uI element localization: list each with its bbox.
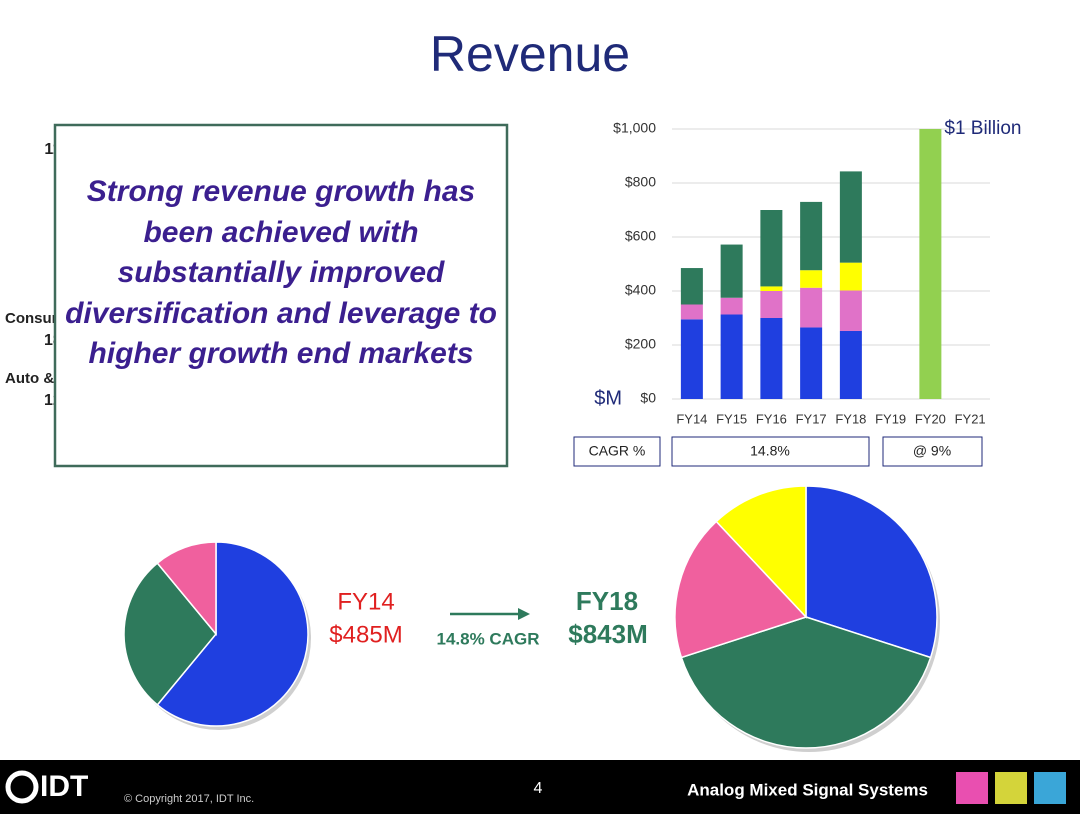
statement: Strong revenue growth has been achieved … [65, 175, 497, 370]
pie-label: 28% [0, 60, 120, 120]
pie-slice [674, 520, 808, 659]
icon [995, 772, 1027, 804]
bar-segment [800, 287, 823, 328]
bar-segment [919, 129, 942, 399]
annotation: $1 Billion [944, 118, 1021, 139]
bar-segment [839, 290, 862, 331]
icon [1034, 772, 1066, 804]
pie-label: 61% [0, 0, 120, 60]
bar-segment [800, 327, 823, 399]
statement-box [53, 123, 509, 468]
x-tick-label: FY15 [716, 411, 747, 426]
x-tick-label: FY14 [676, 411, 707, 426]
arrow-head [518, 608, 530, 620]
bar-segment [680, 319, 703, 399]
page-number: 4 [534, 780, 543, 797]
bar-segment [760, 210, 783, 287]
cagr-box [573, 436, 661, 467]
pie-slice [156, 541, 309, 727]
x-tick-label: FY17 [796, 411, 827, 426]
y-tick-label: $1,000 [613, 120, 656, 136]
pie-slice [715, 485, 807, 619]
footer-band [0, 760, 1080, 814]
bar-segment [839, 262, 862, 291]
bar-segment [760, 286, 783, 291]
icon [956, 772, 988, 804]
fy14-revenue: $485M [329, 621, 402, 648]
cagr-value: @ 9% [913, 443, 951, 459]
y-tick-label: $600 [625, 228, 656, 244]
cagr-label: CAGR % [589, 443, 646, 459]
bar-segment [839, 171, 862, 263]
bar-segment [680, 304, 703, 320]
fy14-label: FY14 [337, 588, 394, 615]
bar-segment [760, 291, 783, 318]
cagr-value: 14.8% [750, 443, 790, 459]
pie-slice [805, 485, 938, 659]
pie-slice [123, 562, 217, 706]
bar-segment [800, 201, 823, 271]
slice-value: 28% [43, 81, 77, 98]
cagr-box [882, 436, 983, 467]
x-tick-label: FY18 [835, 411, 866, 426]
cagr-box [671, 436, 870, 467]
logo: IDT [40, 770, 88, 803]
bar-segment [720, 297, 743, 315]
bar-segment [839, 330, 862, 399]
bar-segment [720, 244, 743, 298]
y-tick-label: $0 [640, 390, 656, 406]
bar-segment [800, 270, 823, 288]
x-tick-label: FY20 [915, 411, 946, 426]
x-tick-label: FY16 [756, 411, 787, 426]
growth-label: 14.8% CAGR [437, 629, 540, 648]
bar-segment [760, 318, 783, 399]
bar-segment [720, 314, 743, 399]
y-tick-label: $800 [625, 174, 656, 190]
logo-mark [5, 770, 39, 804]
pie-slice [680, 616, 932, 749]
x-tick-label: FY19 [875, 411, 906, 426]
x-tick-label: FY21 [955, 411, 986, 426]
y-tick-label: $200 [625, 336, 656, 352]
y-tick-label: $400 [625, 282, 656, 298]
slice-value: 61% [43, 21, 77, 38]
pie-slice [156, 541, 217, 637]
division: Analog Mixed Signal Systems [687, 780, 928, 799]
y-axis-label: $M [594, 387, 622, 409]
fy18-label: FY18 [576, 586, 638, 616]
slide-title: Revenue [430, 26, 630, 82]
bar-segment [680, 268, 703, 305]
fy18-revenue: $843M [568, 619, 648, 649]
copyright: © Copyright 2017, IDT Inc. [124, 793, 254, 805]
